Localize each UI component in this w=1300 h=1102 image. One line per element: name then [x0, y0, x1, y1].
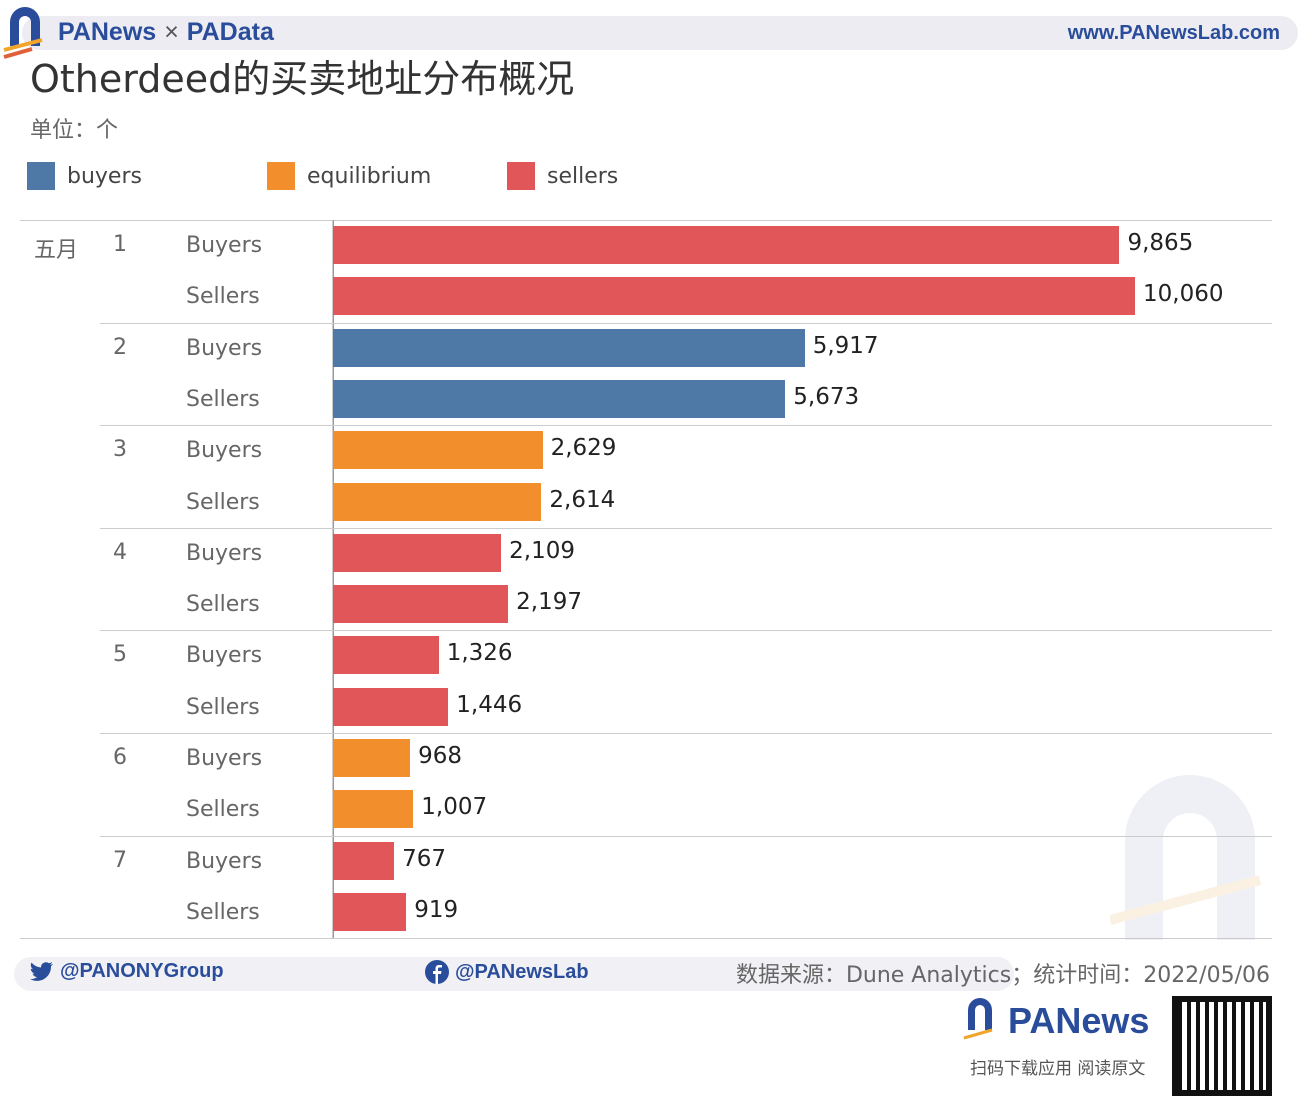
row-label: Buyers — [186, 746, 263, 771]
data-label: 1,446 — [456, 691, 523, 718]
data-label: 9,865 — [1127, 230, 1194, 256]
day-label: 1 — [113, 232, 127, 257]
bar-sellers — [333, 636, 439, 675]
data-label: 919 — [414, 896, 459, 923]
legend-label: sellers — [547, 163, 619, 189]
legend-label: buyers — [67, 163, 142, 189]
group-divider — [100, 527, 1272, 529]
data-label: 5,673 — [793, 383, 860, 410]
legend-swatch-buyers — [27, 162, 55, 190]
row-label: Sellers — [186, 284, 260, 310]
group-divider — [100, 630, 1272, 632]
row-label: Sellers — [186, 489, 260, 515]
legend-swatch-sellers — [507, 162, 535, 190]
bar-sellers — [333, 585, 509, 624]
day-label: 6 — [113, 745, 127, 770]
bar-equilibrium — [333, 790, 414, 829]
bar-equilibrium — [333, 482, 542, 521]
day-label: 2 — [113, 334, 127, 360]
row-label: Buyers — [186, 540, 263, 566]
row-label: Sellers — [186, 899, 260, 925]
bar-sellers — [333, 892, 407, 931]
data-label: 2,629 — [550, 435, 617, 462]
legend-sellers: sellers — [507, 162, 618, 190]
watermark-logo-icon — [1110, 775, 1262, 940]
legend-swatch-equilibrium — [267, 162, 295, 190]
axis-line — [333, 220, 334, 939]
brand-title: PANews × PAData — [58, 18, 274, 47]
unit-label: 单位：个 — [30, 118, 119, 143]
legend-buyers: buyers — [27, 162, 142, 190]
footer-bar — [14, 957, 1014, 991]
footer-cta: 扫码下载应用 阅读原文 — [970, 1059, 1146, 1079]
brand-separator: × — [164, 18, 179, 46]
group-divider — [100, 322, 1272, 324]
chart-top-border — [20, 220, 1272, 221]
row-label: Buyers — [186, 233, 263, 258]
bar-equilibrium — [333, 739, 411, 777]
day-label: 3 — [113, 437, 127, 463]
data-label: 5,917 — [812, 332, 879, 359]
data-label: 968 — [418, 743, 463, 769]
data-source: 数据来源：Dune Analytics；统计时间：2022/05/06 — [735, 963, 1270, 988]
data-label: 1,007 — [421, 794, 488, 821]
group-divider — [100, 425, 1272, 427]
data-label: 2,197 — [516, 589, 582, 616]
panews-footer-logo-icon — [963, 998, 993, 1040]
twitter-text: @PANONYGroup — [60, 960, 224, 982]
group-divider — [100, 733, 1272, 734]
day-label: 4 — [113, 539, 127, 565]
row-label: Sellers — [186, 797, 260, 823]
facebook-handle[interactable]: @PANewsLab — [425, 960, 589, 984]
row-label: Buyers — [186, 848, 263, 874]
data-label: 1,326 — [446, 640, 513, 667]
group-divider — [20, 938, 1272, 940]
group-divider — [100, 835, 1272, 837]
panews-logo-icon — [3, 7, 43, 59]
twitter-handle[interactable]: @PANONYGroup — [30, 960, 224, 983]
row-label: Buyers — [186, 335, 263, 361]
bar-sellers — [333, 841, 395, 880]
brand-padata: PAData — [186, 18, 274, 46]
row-label: Sellers — [186, 386, 260, 412]
chart-title: Otherdeed的买卖地址分布概况 — [30, 57, 575, 101]
row-label: Buyers — [186, 643, 263, 669]
header-bar — [22, 16, 1298, 50]
facebook-text: @PANewsLab — [455, 960, 589, 983]
facebook-icon — [425, 960, 449, 984]
day-label: 5 — [113, 642, 127, 668]
row-label: Sellers — [186, 694, 260, 720]
row-header-divider — [332, 220, 333, 939]
data-label: 767 — [402, 845, 447, 872]
bar-sellers — [333, 277, 1135, 316]
bar-buyers — [333, 379, 786, 418]
site-url[interactable]: www.PANewsLab.com — [1067, 22, 1280, 44]
twitter-icon — [30, 961, 53, 981]
bar-sellers — [333, 226, 1120, 264]
qr-code[interactable] — [1172, 996, 1272, 1096]
legend-label: equilibrium — [307, 163, 432, 189]
bar-buyers — [333, 328, 805, 367]
month-label: 五月 — [34, 238, 79, 263]
data-label: 2,614 — [549, 486, 616, 513]
bar-sellers — [333, 533, 502, 572]
footer-logo-text: PANews — [1008, 1000, 1150, 1041]
row-label: Buyers — [186, 438, 263, 464]
bar-equilibrium — [333, 431, 543, 470]
legend-equilibrium: equilibrium — [267, 162, 431, 190]
bar-sellers — [333, 687, 449, 726]
data-label: 2,109 — [509, 537, 575, 564]
day-label: 7 — [113, 847, 127, 873]
data-label: 10,060 — [1143, 281, 1224, 308]
brand-panews: PANews — [58, 18, 157, 46]
row-label: Sellers — [186, 592, 260, 618]
